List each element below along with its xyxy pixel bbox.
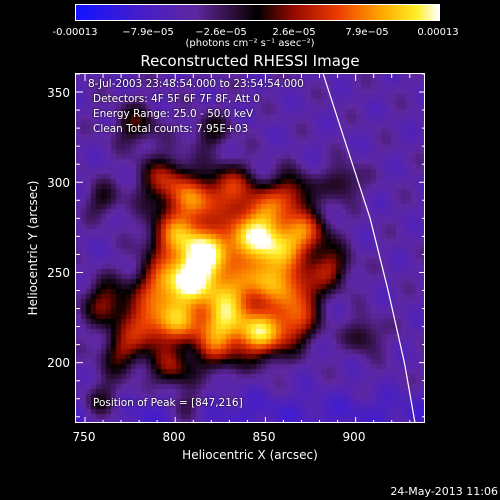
x-tick-label: 750: [72, 430, 96, 444]
axis-ticks: [76, 74, 424, 422]
solar-limb-line: [322, 74, 416, 422]
method-counts-label: Clean Total counts: 7.95E+03: [93, 123, 249, 135]
time-range-label: 8-Jul-2003 23:48:54.000 to 23:54:54.000: [88, 78, 304, 90]
y-tick-label: 350: [47, 86, 70, 100]
y-tick-label: 250: [47, 266, 70, 280]
plot-overlay: [76, 74, 424, 422]
detectors-label: Detectors: 4F 5F 6F 7F 8F, Att 0: [93, 93, 260, 105]
colorbar-tick-label: 2.6e−05: [272, 27, 316, 38]
x-tick-label: 850: [252, 430, 276, 444]
x-tick-label: 800: [162, 430, 186, 444]
y-tick-label: 300: [47, 176, 70, 190]
y-axis-label: Heliocentric Y (arcsec): [26, 180, 40, 316]
colorbar-tick-label: −2.6e−05: [195, 27, 247, 38]
colorbar-tick-label: −7.9e−05: [122, 27, 174, 38]
chart-title: Reconstructed RHESSI Image: [140, 52, 360, 70]
footer-date: 24-May-2013 11:06: [390, 485, 498, 498]
x-axis-label: Heliocentric X (arcsec): [182, 448, 318, 462]
colorbar-units: (photons cm⁻² s⁻¹ asec⁻²): [185, 38, 315, 49]
colorbar: [75, 4, 440, 21]
y-tick-label: 200: [47, 356, 70, 370]
colorbar-tick-label: 0.00013: [417, 27, 459, 38]
heatmap-image: [76, 74, 424, 422]
x-tick-label: 900: [342, 430, 366, 444]
peak-position-label: Position of Peak = [847,216]: [93, 397, 243, 409]
colorbar-tick-label: 7.9e−05: [345, 27, 389, 38]
plot-area: [75, 73, 425, 423]
energy-range-label: Energy Range: 25.0 - 50.0 keV: [93, 108, 254, 120]
colorbar-tick-label: -0.00013: [52, 27, 98, 38]
